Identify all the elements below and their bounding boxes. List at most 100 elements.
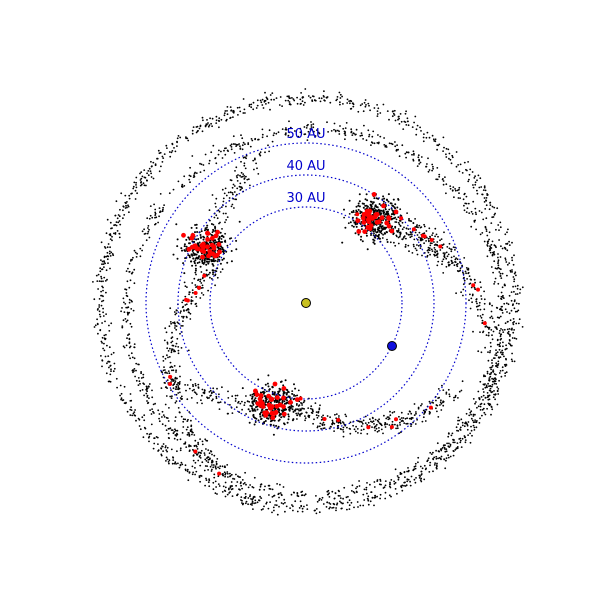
particle: [154, 216, 156, 219]
particle: [142, 436, 145, 439]
particle: [242, 173, 245, 176]
particle: [235, 406, 238, 409]
particle: [147, 225, 150, 227]
particle: [219, 231, 222, 234]
particle: [177, 392, 180, 394]
particle: [184, 250, 187, 252]
particle: [474, 419, 476, 421]
particle: [231, 412, 234, 414]
particle: [486, 372, 489, 375]
particle: [434, 235, 436, 238]
particle: [108, 366, 110, 369]
particle: [375, 231, 378, 234]
particle: [179, 375, 181, 378]
particle: [362, 504, 365, 507]
particle: [365, 234, 368, 237]
particle: [186, 308, 189, 311]
particle: [239, 182, 242, 185]
particle: [395, 427, 397, 430]
particle: [221, 228, 223, 230]
particle: [287, 413, 290, 416]
particle: [469, 168, 472, 171]
particle: [177, 349, 180, 352]
particle: [151, 396, 154, 399]
particle: [372, 209, 375, 212]
particle: [373, 242, 376, 245]
particle: [470, 410, 473, 413]
particle: [485, 217, 488, 220]
particle: [493, 213, 496, 216]
particle: [299, 131, 302, 134]
particle: [211, 231, 214, 234]
particle: [334, 129, 337, 132]
particle: [487, 240, 490, 243]
particle: [400, 485, 402, 488]
particle: [397, 476, 400, 479]
particle: [113, 224, 115, 227]
particle: [110, 251, 113, 254]
particle: [135, 256, 138, 258]
particle: [197, 238, 200, 240]
particle: [496, 364, 498, 366]
particle: [228, 487, 230, 490]
particle: [489, 341, 492, 344]
particle: [348, 213, 351, 215]
particle: [175, 463, 178, 465]
particle: [432, 138, 435, 141]
particle: [404, 112, 407, 115]
particle: [371, 426, 373, 428]
particle: [205, 477, 207, 480]
particle: [411, 252, 414, 254]
particle: [179, 136, 182, 139]
particle: [481, 232, 484, 234]
particle: [161, 155, 164, 158]
particle: [215, 397, 218, 400]
particle: [146, 394, 149, 397]
particle: [183, 310, 185, 312]
particle: [511, 337, 514, 339]
particle: [252, 416, 255, 418]
particle: [399, 234, 402, 236]
particle: [505, 302, 508, 305]
particle: [284, 379, 287, 382]
particle: [239, 147, 242, 150]
particle: [472, 330, 474, 333]
particle: [169, 321, 172, 323]
particle: [170, 351, 173, 354]
particle: [395, 148, 398, 151]
particle: [446, 246, 449, 248]
particle: [165, 429, 168, 431]
particle: [170, 389, 172, 391]
particle: [101, 260, 104, 263]
particle: [121, 307, 123, 309]
particle: [306, 504, 308, 506]
particle: [111, 253, 114, 255]
ring-50-au: [145, 142, 467, 464]
particle: [212, 481, 215, 484]
particle: [398, 117, 400, 120]
particle: [512, 331, 515, 334]
particle: [395, 218, 398, 221]
particle: [339, 125, 341, 127]
particle: [258, 499, 261, 502]
particle: [413, 478, 416, 481]
particle: [186, 433, 189, 436]
particle: [330, 130, 333, 132]
particle: [352, 132, 355, 135]
particle: [313, 509, 316, 512]
particle: [406, 422, 409, 425]
particle: [106, 246, 109, 249]
particle: [502, 294, 504, 297]
particle: [483, 308, 486, 311]
particle: [215, 214, 218, 217]
particle: [418, 231, 421, 234]
particle: [319, 100, 322, 103]
particle: [296, 96, 298, 99]
particle: [493, 251, 495, 253]
particle: [144, 232, 147, 235]
particle: [150, 160, 152, 163]
particle: [116, 217, 119, 220]
particle: [434, 251, 437, 254]
particle: [180, 310, 182, 313]
particle: [489, 351, 491, 354]
